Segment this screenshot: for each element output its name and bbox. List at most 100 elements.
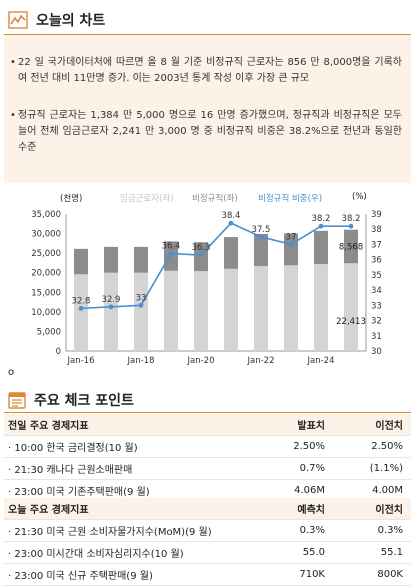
stray-mark: o	[8, 367, 15, 378]
indicator-actual: 2.50%	[261, 435, 329, 458]
bullet-dot: •	[10, 110, 16, 121]
indicator-actual: 0.7%	[261, 457, 329, 480]
ratio-data-label: 33	[136, 293, 147, 303]
ratio-point	[78, 305, 84, 311]
bar-nonregular	[254, 233, 268, 267]
bar-total	[224, 268, 238, 351]
section-divider	[4, 412, 411, 413]
ratio-point	[108, 304, 114, 310]
y-left-tick-label: 5,000	[37, 327, 61, 337]
bar-nonregular	[74, 248, 88, 275]
nonregular-value-label: 8,568	[339, 243, 363, 253]
ratio-data-label: 32.9	[102, 295, 121, 305]
indicator-forecast: 55.0	[261, 541, 329, 564]
table-row: · 21:30 캐나다 근원소매판매 0.7% (1.1%)	[4, 457, 411, 480]
bar-total	[344, 263, 358, 351]
bar-total	[134, 272, 148, 351]
y-left-tick-label: 30,000	[31, 230, 61, 240]
legend-right-unit: (%)	[352, 192, 367, 202]
ratio-point	[318, 223, 324, 229]
y-right-tick-label: 30	[371, 347, 382, 357]
ratio-data-label: 37	[286, 232, 297, 242]
bullet-dot: •	[10, 57, 16, 68]
table-header: 오늘 주요 경제지표 예측치 이전치	[4, 498, 411, 520]
bar-total	[74, 274, 88, 351]
bullet-text: 22 일 국가데이터처에 따르면 올 8 월 기준 비정규직 근로자는 856 …	[18, 57, 402, 84]
employment-chart: 35,000 30,000 25,000 20,000 15,000 10,000 5,00…	[31, 210, 382, 366]
ratio-data-label: 36.4	[162, 242, 181, 252]
ratio-point	[198, 252, 204, 258]
table-row: · 10:00 한국 금리결정(10 월) 2.50% 2.50%	[4, 435, 411, 458]
bar-total	[104, 272, 118, 351]
legend-nonregular: 비정규직(좌)	[192, 194, 238, 204]
table-row: · 21:30 미국 근원 소비자물가지수(MoM)(9 월) 0.3% 0.3…	[4, 519, 411, 542]
y-left-tick-label: 15,000	[31, 288, 61, 298]
header-actual: 발표치	[261, 414, 329, 436]
calendar-icon	[8, 392, 26, 409]
header-forecast: 예측치	[261, 498, 329, 520]
summary-bullet-1: • 22 일 국가데이터처에 따르면 올 8 월 기준 비정규직 근로자는 85…	[10, 55, 402, 87]
section-divider	[4, 34, 411, 35]
y-left-tick-label: 10,000	[31, 308, 61, 318]
bar-total	[254, 266, 268, 351]
table-row: · 23:00 미국 신규 주택판매(9 월) 710K 800K	[4, 563, 411, 586]
line-chart-icon	[8, 11, 28, 29]
indicator-name: · 10:00 한국 금리결정(10 월)	[4, 435, 261, 458]
bar-nonregular	[164, 241, 178, 271]
bar-nonregular	[314, 230, 328, 265]
summary-panel	[4, 35, 411, 183]
legend-left-unit: (천명)	[60, 194, 83, 204]
header-previous: 이전치	[329, 498, 411, 520]
previous-day-indicators-table: 전일 주요 경제지표 발표치 이전치 · 10:00 한국 금리결정(10 월)…	[4, 414, 411, 502]
indicator-forecast: 0.3%	[261, 519, 329, 542]
y-right-tick-label: 31	[371, 332, 382, 342]
bar-nonregular	[134, 246, 148, 273]
table-row: · 23:00 미시간대 소비자심리지수(10 월) 55.0 55.1	[4, 541, 411, 564]
header-indicator: 전일 주요 경제지표	[4, 414, 261, 436]
ratio-data-label: 36.3	[192, 243, 211, 253]
section-header-check-points: 주요 체크 포인트	[8, 387, 134, 413]
x-tick-label: Jan-16	[67, 356, 95, 366]
ratio-data-label: 38.2	[312, 214, 331, 224]
y-right-tick-label: 33	[371, 301, 382, 311]
bar-total	[194, 271, 208, 351]
total-value-label: 22,413	[336, 317, 366, 327]
section-title: 오늘의 차트	[36, 13, 106, 29]
section-title: 주요 체크 포인트	[34, 393, 134, 409]
today-indicators-table: 오늘 주요 경제지표 예측치 이전치 · 21:30 미국 근원 소비자물가지수…	[4, 498, 411, 586]
ratio-point	[288, 242, 294, 247]
header-indicator: 오늘 주요 경제지표	[4, 498, 261, 520]
bar-nonregular	[344, 229, 358, 264]
y-right-tick-label: 39	[371, 210, 382, 220]
y-right-tick-label: 38	[371, 225, 382, 235]
ratio-point	[168, 251, 174, 256]
y-left-tick-label: 0	[56, 347, 61, 357]
section-header-today-chart: 오늘의 차트	[8, 7, 105, 33]
table-header: 전일 주요 경제지표 발표치 이전치	[4, 414, 411, 436]
indicator-name: · 23:00 미시간대 소비자심리지수(10 월)	[4, 541, 261, 564]
indicator-previous: 800K	[329, 563, 411, 586]
indicator-name: · 21:30 미국 근원 소비자물가지수(MoM)(9 월)	[4, 519, 261, 542]
y-right-tick-label: 36	[371, 256, 382, 266]
legend-ratio: 비정규직 비중(우)	[258, 194, 323, 204]
header-previous: 이전치	[329, 414, 411, 436]
summary-bullet-2: • 정규직 근로자는 1,384 만 5,000 명으로 16 만명 증가했으며…	[10, 108, 402, 156]
ratio-point	[348, 223, 354, 229]
indicator-previous: (1.1%)	[329, 457, 411, 480]
indicator-name: · 21:30 캐나다 근원소매판매	[4, 457, 261, 480]
chart-area: (천명) 임금근로자(좌) 비정규직(좌) 비정규직 비중(우) (%) 35,…	[4, 183, 411, 370]
ratio-data-label: 38.2	[342, 214, 361, 224]
ratio-point	[138, 302, 144, 308]
ratio-data-label: 38.4	[222, 211, 241, 221]
y-left-tick-label: 25,000	[31, 249, 61, 259]
indicator-previous: 0.3%	[329, 519, 411, 542]
ratio-line	[80, 222, 351, 310]
table-row: · 23:00 미국 기존주택판매(9 월) 4.06M 4.00M	[4, 479, 411, 502]
x-tick-label: Jan-22	[247, 356, 275, 366]
y-left-tick-label: 20,000	[31, 269, 61, 279]
ratio-data-label: 37.5	[252, 225, 271, 235]
y-right-tick-label: 34	[371, 286, 382, 296]
bar-total	[164, 270, 178, 351]
ratio-point	[228, 220, 234, 226]
ratio-point	[258, 234, 264, 240]
